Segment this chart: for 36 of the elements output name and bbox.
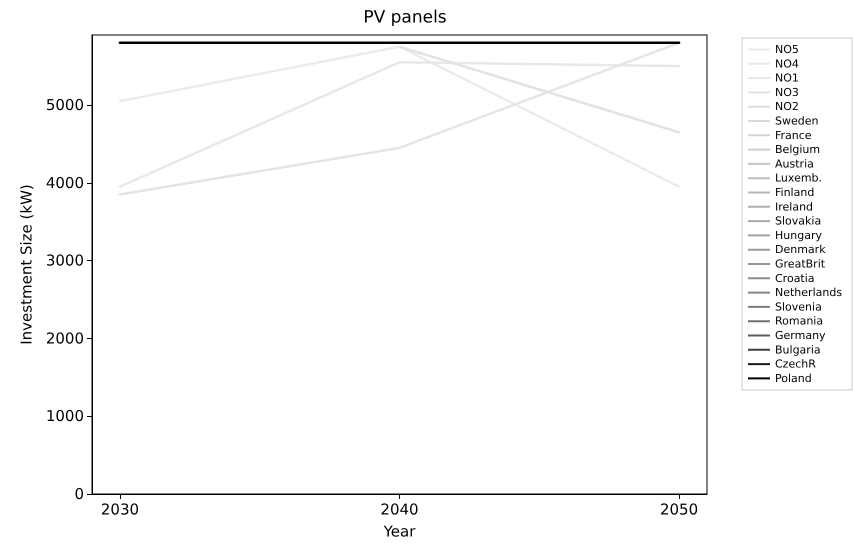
legend-label: Ireland (775, 200, 814, 214)
legend-label: Bulgaria (775, 343, 821, 356)
legend-label: NO1 (775, 72, 799, 85)
legend-label: Finland (775, 186, 814, 199)
legend-label: Croatia (775, 272, 815, 285)
y-axis-title: Investment Size (kW) (18, 184, 36, 345)
chart-title: PV panels (363, 8, 447, 28)
y-tick-label: 5000 (46, 96, 84, 114)
legend-label: Denmark (775, 243, 826, 256)
y-tick-label: 0 (74, 485, 84, 503)
y-tick-label: 4000 (46, 174, 84, 192)
legend-label: GreatBrit (775, 258, 826, 270)
legend-label: Romania (775, 314, 824, 328)
legend-label: CzechR (775, 358, 816, 371)
x-tick-label: 2030 (100, 500, 140, 518)
legend-label: Slovakia (775, 214, 822, 228)
legend-label: NO3 (775, 86, 799, 99)
legend-label: France (775, 128, 812, 142)
legend-label: NO2 (775, 100, 799, 114)
y-tick-label: 2000 (46, 329, 84, 348)
legend-label: Slovenia (775, 300, 822, 314)
legend-label: Luxemb. (775, 172, 822, 185)
legend-label: Netherlands (775, 286, 842, 300)
legend-label: NO5 (775, 43, 799, 56)
x-axis-title: Year (382, 522, 416, 540)
legend-label: NO4 (775, 57, 799, 70)
x-tick-label: 2050 (660, 500, 698, 518)
legend-label: Poland (775, 372, 812, 385)
legend-label: Germany (775, 329, 826, 342)
legend-label: Sweden (775, 114, 818, 128)
y-tick-label: 3000 (46, 252, 84, 270)
legend-label: Belgium (775, 143, 820, 156)
legend-label: Austria (775, 157, 814, 170)
x-tick-label: 2040 (380, 500, 419, 518)
y-tick-label: 1000 (46, 407, 84, 426)
legend-label: Hungary (775, 228, 822, 242)
